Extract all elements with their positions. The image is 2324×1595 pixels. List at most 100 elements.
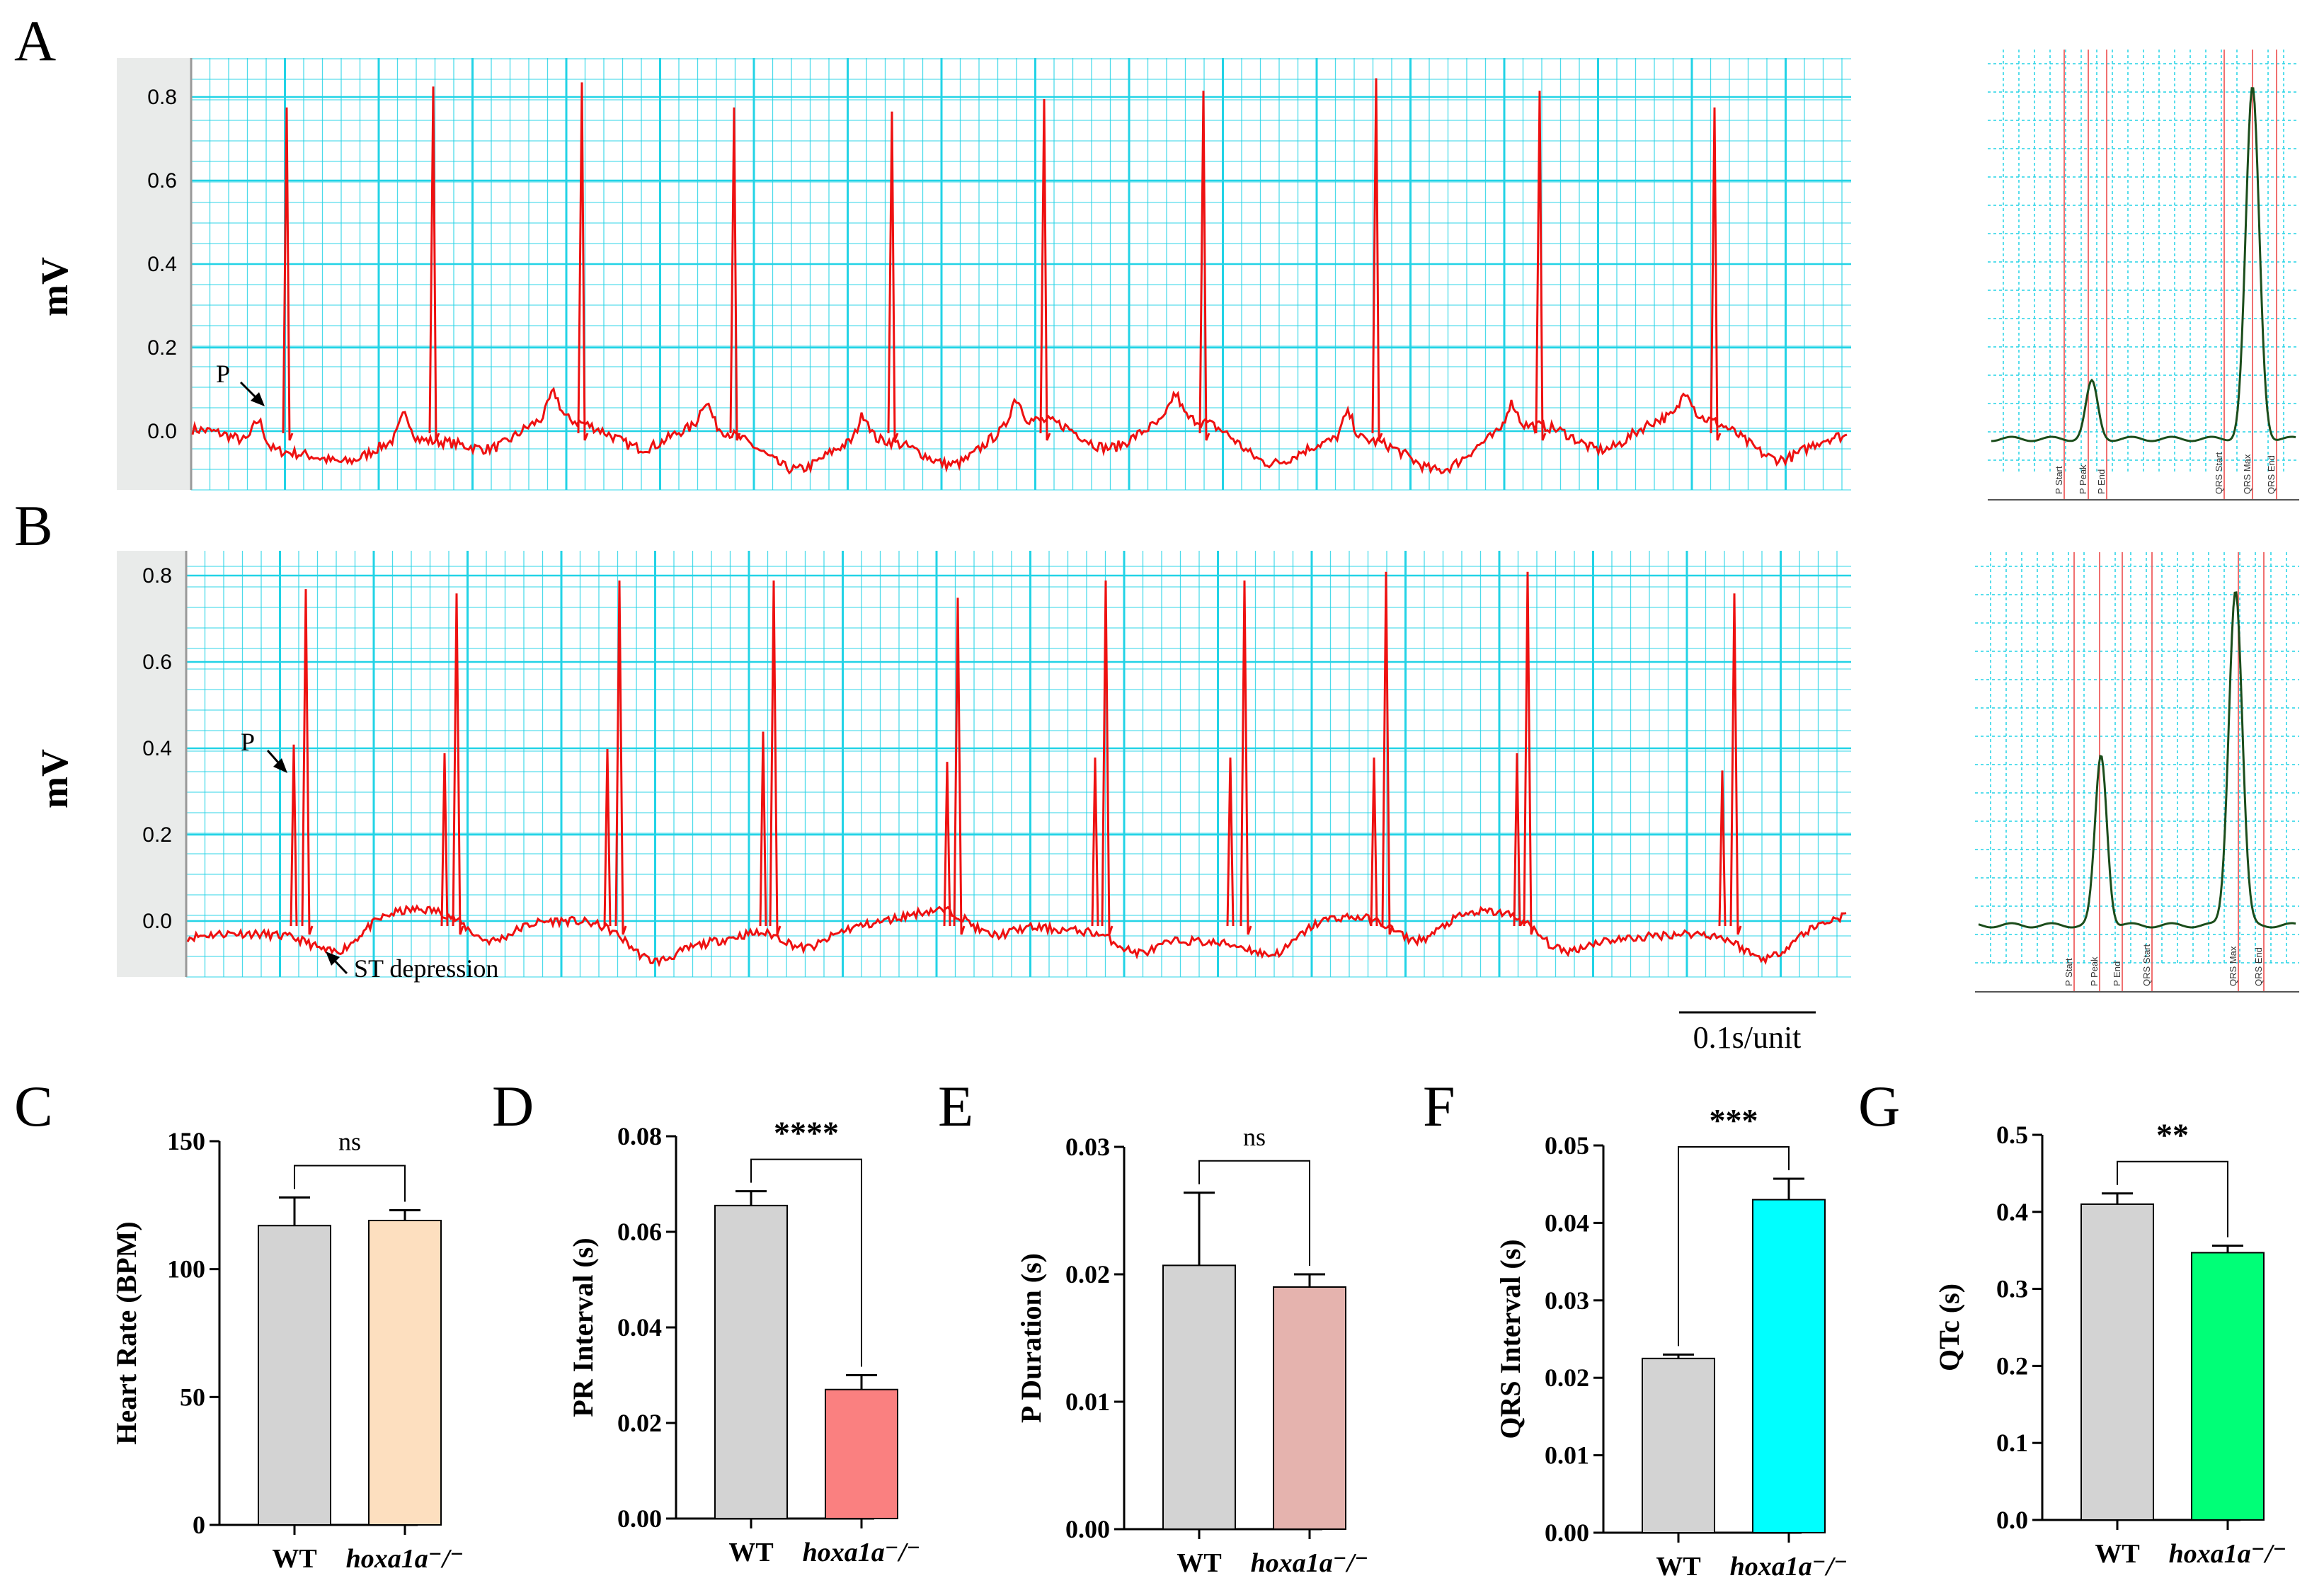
panel-label-g: G	[1858, 1074, 1900, 1138]
scale-bar: 0.1s/unit	[1679, 1011, 1816, 1055]
chart-d-xlabel-hoxa1a: hoxa1a⁻/⁻	[803, 1538, 921, 1567]
chart-f-significance-bracket	[1678, 1146, 1790, 1347]
ecg-b-trace	[186, 571, 1847, 968]
chart-c-bar-hoxa1a	[368, 1220, 442, 1526]
chart-g-xlabel-hoxa1a: hoxa1a⁻/⁻	[2169, 1539, 2287, 1569]
chart-f-ytick-label: 0.00	[1545, 1519, 1589, 1547]
chart-e-xlabel-hoxa1a: hoxa1a⁻/⁻	[1251, 1548, 1369, 1578]
chart-f-ytick-label: 0.02	[1545, 1364, 1589, 1392]
chart-e-xlabel-wt: WT	[1177, 1548, 1221, 1578]
chart-g-ytick-label: 0.5	[1996, 1121, 2028, 1149]
avg-b-grid	[1975, 552, 2299, 964]
ecg-b-ytick-06: 0.6	[142, 651, 172, 674]
ecg-a-p-label: P	[216, 360, 230, 388]
chart-f-xlabel-wt: WT	[1656, 1552, 1700, 1582]
chart-f-significance-label: ***	[1710, 1102, 1758, 1138]
bar-chart-f: 0.00 0.01 0.02 0.03 0.04 0.05 QRS Interval (s)…	[1494, 1102, 1848, 1582]
ecg-b-ytick-02: 0.2	[142, 823, 172, 847]
ecg-b-axis-strip	[117, 551, 186, 977]
ecg-b-plot-area	[186, 551, 1851, 977]
avg-a-marker-labels: P Start P Peak P End QRS Start QRS Max Q…	[2054, 452, 2277, 494]
chart-d-bar-wt	[714, 1204, 788, 1519]
avg-a-label-p-start: P Start	[2054, 466, 2064, 494]
chart-f-bar-hoxa1a	[1752, 1199, 1826, 1533]
chart-c-xlabel-wt: WT	[272, 1544, 316, 1574]
avg-b-label-p-end: P End	[2112, 961, 2122, 986]
chart-c-significance-label: ns	[338, 1127, 361, 1155]
avg-b-trace	[1978, 591, 2296, 929]
avg-a-label-p-end: P End	[2096, 469, 2107, 494]
chart-g-significance-bracket	[2117, 1160, 2228, 1237]
ecg-panel-b: 0.8 0.6 0.4 0.2 0.0 mV P ST depression	[33, 551, 1851, 983]
ecg-a-ytick-02: 0.2	[147, 336, 177, 360]
chart-f-bar-wt	[1642, 1357, 1715, 1533]
avg-b-label-p-start: P Start	[2063, 958, 2074, 986]
chart-f-ytick-label: 0.01	[1545, 1441, 1589, 1470]
avg-b-marker-labels: P Start P Peak P End QRS Start QRS Max Q…	[2063, 944, 2264, 986]
ecg-b-ytick-04: 0.4	[142, 737, 172, 760]
avg-b-label-p-peak: P Peak	[2089, 956, 2100, 986]
ecg-a-ytick-06: 0.6	[147, 169, 177, 193]
chart-g-xlabel-wt: WT	[2095, 1539, 2139, 1569]
chart-g-ytick-label: 0.1	[1996, 1429, 2028, 1457]
avg-a-label-qrs-start: QRS Start	[2214, 452, 2224, 494]
chart-d-ytick-label: 0.00	[617, 1504, 662, 1533]
panel-label-f: F	[1423, 1074, 1455, 1138]
chart-d-ytick-label: 0.02	[617, 1409, 662, 1437]
chart-c-ylabel: Heart Rate (BPM)	[110, 1221, 142, 1444]
avg-a-markers	[2063, 50, 2277, 500]
chart-d-significance-bracket	[750, 1158, 862, 1367]
avg-b-plot-area	[1975, 552, 2299, 995]
bar-chart-e: 0.00 0.01 0.02 0.03 P Duration (s) WT hoxa1a⁻/…	[1015, 1123, 1368, 1578]
panel-label-b: B	[14, 493, 53, 558]
ecg-b-st-label: ST depression	[354, 954, 498, 983]
chart-e-ytick-label: 0.00	[1065, 1515, 1110, 1543]
chart-e-ytick-label: 0.03	[1065, 1133, 1110, 1161]
bar-charts: 0 50 100 150 Heart Rate (BPM) WT hoxa1a⁻/⁻ ns 0.…	[110, 1102, 2286, 1582]
chart-f-ytick-label: 0.05	[1545, 1131, 1589, 1160]
chart-d-ylabel: PR Interval (s)	[567, 1237, 599, 1417]
chart-g-ytick-label: 0.2	[1996, 1351, 2028, 1380]
panel-label-d: D	[492, 1074, 534, 1138]
ecg-a-ytick-00: 0.0	[147, 420, 177, 443]
avg-a-grid	[1988, 50, 2299, 471]
ecg-b-p-label: P	[241, 728, 255, 756]
chart-c-ytick-label: 100	[167, 1255, 205, 1284]
scale-bar-label: 0.1s/unit	[1693, 1020, 1802, 1055]
chart-c-ytick-label: 50	[180, 1383, 205, 1411]
chart-e-bar-hoxa1a	[1273, 1286, 1346, 1530]
chart-c-ytick-label: 0	[193, 1511, 205, 1539]
chart-g-significance-label: **	[2156, 1117, 2189, 1153]
avg-a-label-p-peak: P Peak	[2078, 464, 2088, 494]
ecg-a-ytick-04: 0.4	[147, 253, 177, 276]
ecg-b-ytick-08: 0.8	[142, 564, 172, 588]
chart-f-xlabel-hoxa1a: hoxa1a⁻/⁻	[1730, 1552, 1848, 1582]
chart-e-significance-label: ns	[1243, 1123, 1266, 1151]
chart-d-xlabel-wt: WT	[728, 1538, 773, 1567]
chart-c-xlabel-hoxa1a: hoxa1a⁻/⁻	[346, 1544, 464, 1574]
bar-chart-d: 0.00 0.02 0.04 0.06 0.08 PR Interval (s) WT hox…	[567, 1115, 920, 1567]
chart-c-bar-wt	[258, 1225, 331, 1526]
ecg-a-ylabel: mV	[33, 257, 76, 316]
ecg-b-p-arrow-icon	[273, 758, 287, 773]
panel-label-c: C	[14, 1074, 53, 1138]
ecg-a-ytick-08: 0.8	[147, 86, 177, 109]
ecg-b-ytick-00: 0.0	[142, 910, 172, 933]
average-beat-a: P Start P Peak P End QRS Start QRS Max Q…	[1988, 50, 2299, 503]
chart-g-ytick-label: 0.4	[1996, 1198, 2028, 1226]
chart-c-ytick-label: 150	[167, 1127, 205, 1155]
panel-label-a: A	[14, 8, 56, 73]
chart-e-ylabel: P Duration (s)	[1015, 1253, 1047, 1423]
avg-b-label-qrs-max: QRS Max	[2228, 946, 2238, 986]
chart-c-significance-bracket	[294, 1165, 406, 1202]
chart-f-ylabel: QRS Interval (s)	[1494, 1239, 1526, 1439]
bar-chart-c: 0 50 100 150 Heart Rate (BPM) WT hoxa1a⁻/⁻ ns	[110, 1127, 464, 1574]
avg-a-label-qrs-end: QRS End	[2266, 455, 2277, 494]
ecg-a-plot-area	[191, 58, 1851, 490]
average-beat-b: P Start P Peak P End QRS Start QRS Max Q…	[1975, 552, 2299, 995]
chart-d-ytick-label: 0.08	[617, 1122, 662, 1150]
chart-f-ytick-label: 0.04	[1545, 1208, 1589, 1237]
bar-chart-g: 0.0 0.1 0.2 0.3 0.4 0.5 QTc (s) WT hoxa1a⁻/⁻ **	[1933, 1117, 2286, 1569]
ecg-b-st-arrow-icon	[326, 951, 340, 966]
